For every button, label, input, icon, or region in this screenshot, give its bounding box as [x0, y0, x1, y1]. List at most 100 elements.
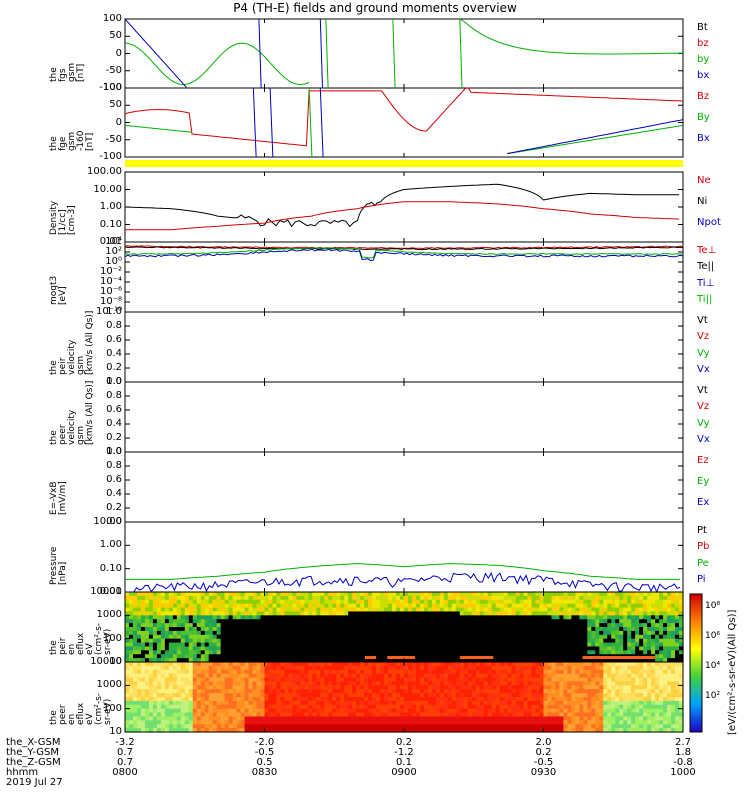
- legend-entry: Vy: [697, 417, 710, 429]
- x-axis-value: -2.0: [254, 737, 275, 748]
- y-tick-label: 1000: [96, 679, 122, 691]
- legend-entry: Ne: [697, 175, 711, 186]
- y-tick-label: 0.6: [106, 474, 122, 485]
- series-spike: [258, 18, 262, 89]
- series-spike: [319, 87, 324, 158]
- legend-entry: Pt: [697, 525, 707, 536]
- series-Pi: [125, 571, 681, 594]
- y-tick-label: 100: [102, 82, 122, 93]
- y-tick-label: 0: [115, 116, 122, 128]
- x-axis-value: -0.5: [533, 757, 554, 768]
- mode-flag-bar: [125, 160, 683, 167]
- panel-frame-6: [124, 451, 684, 523]
- x-axis-value: 0.7: [117, 747, 133, 758]
- x-axis-value: 2.7: [675, 737, 691, 748]
- y-axis-label: [mV/m]: [58, 481, 68, 515]
- y-tick-label: 0.6: [106, 404, 122, 415]
- y-axis-label: [eV]: [58, 286, 68, 305]
- y-tick-label: 0.01: [99, 236, 122, 247]
- y-axis-label: [km/s (All Qs)]: [85, 380, 95, 445]
- y-tick-label: 1.00: [99, 201, 122, 212]
- panel-frame-1: [124, 87, 684, 158]
- electron-spectrogram: [125, 662, 684, 733]
- x-axis-value: 1.8: [675, 747, 691, 758]
- y-tick-label: 1000: [96, 609, 122, 621]
- y-tick-label: 50: [109, 30, 122, 42]
- legend-entry: Bx: [697, 132, 710, 144]
- y-tick-label: 10⁻⁸: [99, 296, 122, 307]
- y-tick-label: 0.2: [106, 502, 122, 513]
- y-tick-label: 10⁻⁶: [99, 286, 122, 297]
- chart-title: P4 (TH-E) fields and ground moments over…: [233, 1, 517, 15]
- series-spike: [308, 87, 313, 158]
- y-tick-label: 100: [102, 13, 122, 24]
- series-By: [507, 124, 684, 155]
- y-tick-label: 0.4: [106, 418, 122, 429]
- x-axis-value: 1000: [670, 767, 696, 778]
- series-Bz: [124, 87, 684, 147]
- y-tick-label: 0.8: [106, 320, 122, 331]
- y-tick-label: 1.0: [106, 446, 122, 457]
- y-tick-label: 0.2: [106, 362, 122, 373]
- colorbar-title: [eV/(cm²-s-sr-eV)(All Qs)]: [727, 609, 738, 735]
- legend-entry: bx: [697, 70, 710, 82]
- series-Pe: [125, 563, 681, 580]
- colorbar-tick-label: 10⁴: [705, 661, 721, 671]
- y-tick-label: 10⁻⁴: [99, 276, 122, 287]
- y-tick-label: 10⁰: [105, 256, 122, 267]
- legend-entry: Ti⊥: [697, 277, 715, 289]
- y-tick-label: 10²: [105, 246, 122, 257]
- legend-entry: Te⊥: [697, 245, 717, 256]
- y-tick-label: 0.10: [99, 562, 122, 574]
- x-axis-value: 0.1: [396, 757, 412, 768]
- y-tick-label: 10⁻²: [99, 266, 122, 277]
- y-tick-label: 0.4: [106, 348, 122, 359]
- legend-entry: Bz: [697, 91, 710, 102]
- series-by-tail: [459, 18, 684, 55]
- colorbar-tick-label: 10⁸: [705, 601, 721, 611]
- x-axis-value: 2.0: [535, 737, 552, 748]
- y-tick-label: 0.6: [106, 334, 122, 345]
- ion-low-energy-band: [387, 656, 416, 659]
- x-axis-value: 0.5: [256, 757, 273, 768]
- y-axis-label: [cm-3]: [67, 205, 77, 235]
- y-tick-label: 0.0: [106, 446, 122, 457]
- y-tick-label: 10: [109, 726, 122, 737]
- y-tick-label: -100: [99, 82, 122, 93]
- y-tick-label: 0.0: [106, 516, 122, 527]
- y-tick-label: 100: [102, 632, 122, 644]
- y-axis-label: [nT]: [85, 132, 95, 151]
- x-axis-value: -3.2: [115, 737, 135, 748]
- series-Te-par: [124, 246, 684, 251]
- y-tick-label: 10.00: [93, 183, 122, 195]
- legend-entry: Pb: [697, 541, 710, 553]
- legend-entry: Ni: [697, 196, 708, 208]
- series-spike: [325, 18, 329, 89]
- legend-entry: Ez: [697, 455, 709, 466]
- y-tick-label: 10: [109, 656, 122, 667]
- y-tick-label: -50: [105, 133, 122, 145]
- x-axis-row-label: hhmm: [6, 767, 39, 778]
- y-tick-label: 10000: [90, 586, 122, 597]
- y-tick-label: 10⁻¹⁰: [95, 306, 122, 317]
- y-tick-label: 0.01: [99, 586, 122, 597]
- ion-low-energy-band: [459, 656, 494, 659]
- legend-entry: bz: [697, 38, 709, 50]
- legend-entry: Vx: [697, 433, 710, 445]
- series-spike: [319, 18, 324, 89]
- panel-frame-2: [124, 171, 684, 243]
- x-axis-value: 0.7: [117, 757, 133, 768]
- y-tick-label: 0.8: [106, 460, 122, 471]
- x-axis-value: 0830: [251, 767, 278, 778]
- y-tick-label: 10000: [90, 656, 122, 667]
- legend-entry: Vt: [697, 315, 708, 326]
- x-axis-row-label: the_Z-GSM: [6, 757, 61, 768]
- y-tick-label: 0.4: [106, 488, 122, 499]
- x-axis-value: 0.2: [396, 737, 412, 748]
- y-tick-label: 1.00: [99, 539, 122, 551]
- legend-entry: Vz: [697, 331, 710, 343]
- y-tick-label: -50: [105, 64, 122, 76]
- x-axis-value: -0.5: [254, 747, 275, 758]
- y-tick-label: 10.00: [93, 516, 122, 527]
- legend-entry: Vz: [697, 401, 710, 413]
